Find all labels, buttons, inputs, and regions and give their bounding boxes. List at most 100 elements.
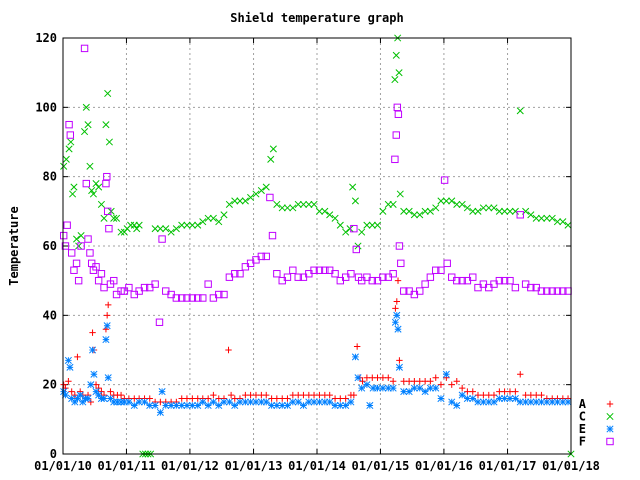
data-point-c [75,242,83,250]
data-point-c [363,221,371,229]
data-point-c [501,207,509,215]
data-point-a [480,391,487,399]
data-point-e [363,381,371,389]
data-point-e [393,311,401,319]
data-point-c [257,186,265,195]
data-point-c [241,197,249,205]
data-point-e [432,384,440,392]
data-point-e [215,401,223,410]
data-point-e [495,394,503,403]
data-point-e [389,384,397,392]
data-point-e [257,398,265,406]
data-point-c [82,103,90,111]
data-point-c [543,214,551,222]
data-point-c [62,155,70,163]
data-point-f [158,235,166,243]
data-point-c [86,162,94,170]
data-point-f [495,276,504,285]
data-point-f [469,273,477,281]
data-point-e [315,398,323,406]
data-point-e [209,398,217,406]
data-point-a [527,391,535,399]
data-point-f [273,270,281,278]
legend-label-f: F [579,435,586,449]
data-point-c [321,207,329,215]
data-point-c [553,218,561,226]
legend-label-c: C [579,410,586,424]
data-point-c [88,186,96,195]
data-point-a [68,388,75,395]
data-point-c [299,200,307,208]
data-point-c [65,145,73,153]
data-point-c [112,214,121,222]
data-point-c [400,207,408,215]
data-point-f [67,249,76,257]
data-point-e [289,398,297,406]
data-point-c [548,214,556,222]
data-point-c [485,204,493,212]
data-point-f [421,280,429,288]
data-point-e [354,374,362,382]
data-point-f [66,131,75,139]
legend-label-a: A [579,397,587,411]
data-point-f [352,245,360,254]
data-point-a [350,391,358,399]
data-point-c [135,221,143,229]
data-point-f [437,266,445,274]
data-point-e [543,398,551,406]
data-point-a [400,378,407,385]
x-tick-label: 01/01/16 [415,459,473,473]
data-point-e [268,401,276,410]
data-point-e [87,381,95,389]
data-point-c [463,204,471,212]
data-point-a [89,329,96,336]
data-point-e [400,388,408,396]
data-point-c [346,225,354,233]
data-point-a [437,381,445,388]
data-point-c [89,190,97,198]
data-point-e [479,398,487,406]
data-point-e [61,391,69,399]
data-point-c [104,89,112,98]
data-point-f [82,179,90,188]
data-point-f [310,266,318,274]
x-tick-label: 01/01/14 [288,459,346,473]
data-point-f [204,280,212,288]
legend-marker-f [606,437,614,446]
data-point-f [77,242,85,250]
data-point-e [146,401,154,410]
data-point-a [474,391,482,399]
data-point-f [321,266,329,274]
data-point-a [396,357,403,364]
data-point-a [263,391,270,399]
data-point-f [80,44,89,53]
data-point-c [305,200,313,208]
data-point-f [105,224,113,233]
data-point-e [564,398,572,406]
data-point-f [553,287,562,295]
data-point-c [506,207,514,215]
data-point-f [72,259,81,268]
data-point-c [283,204,291,212]
data-point-c [294,200,302,208]
data-point-e [188,401,196,410]
data-point-c [437,197,445,205]
data-point-f [172,294,181,302]
data-point-e [194,401,202,410]
data-point-a [310,391,318,399]
data-point-f [315,266,324,274]
data-point-e [347,398,355,406]
data-point-f [331,270,339,278]
data-point-c [392,51,400,59]
grid [63,38,571,454]
data-point-c [60,162,68,170]
data-point-f [151,280,159,288]
data-point-a [458,384,466,392]
data-point-c [267,155,275,163]
data-point-a [538,391,545,399]
data-point-c [326,211,334,219]
data-point-a [289,391,297,399]
data-point-c [342,228,350,236]
data-point-a [389,378,397,385]
data-point-e [351,353,359,361]
